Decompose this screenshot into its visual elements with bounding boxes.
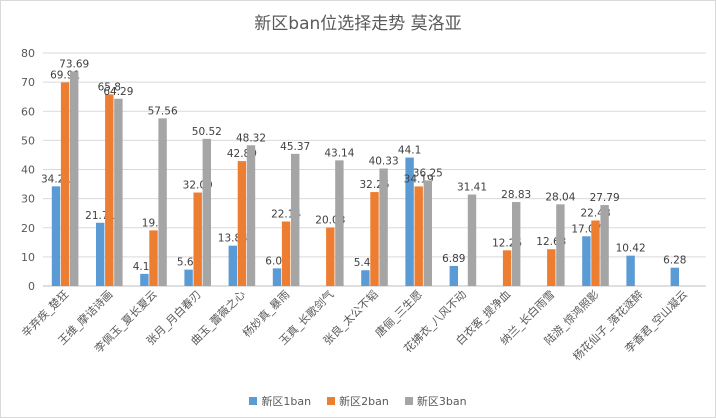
chart-title: 新区ban位选择走势 莫洛亚 [254,14,462,34]
data-label: 36.25 [413,167,443,179]
legend-swatch [404,397,413,405]
bar [600,205,609,286]
bar [414,186,423,286]
legend-label: 新区3ban [416,395,467,408]
legend-swatch [327,397,336,405]
y-tick-label: 50 [21,134,35,147]
y-tick-label: 70 [21,76,35,89]
bar [626,255,635,286]
bar [158,118,167,286]
bar [512,202,521,286]
bar [272,268,282,286]
bar [184,269,193,286]
bar [670,267,679,286]
bar [467,194,477,286]
bar [105,94,114,286]
legend-label: 新区2ban [339,395,389,408]
legend: 新区1ban 新区2ban 新区3ban [1,393,715,409]
bar [202,138,211,286]
bar [51,186,61,286]
data-label: 27.79 [590,192,620,204]
bar [281,221,291,286]
data-label: 43.14 [324,147,354,159]
bar [60,82,70,287]
y-tick-label: 80 [21,47,35,60]
bar [193,192,202,286]
data-label: 73.69 [59,58,89,70]
data-label: 48.32 [236,132,266,144]
data-label: 6.89 [442,253,465,265]
bar [502,250,512,286]
bar [291,153,300,286]
data-label: 57.56 [148,105,178,117]
bar [591,220,600,286]
bar [582,236,591,286]
data-label: 6.28 [663,255,686,267]
data-label: 65.8 [98,81,121,93]
y-tick-label: 30 [21,193,35,206]
bar [405,157,414,286]
bar [246,145,256,286]
y-tick-label: 60 [21,105,35,118]
bar [326,227,335,286]
bar [228,245,237,286]
data-label: 44.1 [398,145,421,157]
data-label: 28.83 [501,189,531,201]
legend-label: 新区1ban [261,395,312,408]
bar [96,222,105,286]
data-label: 45.37 [280,141,310,153]
legend-item: 新区1ban [249,393,311,409]
data-label: 40.33 [369,156,399,168]
bar [140,273,149,286]
bar [114,98,123,286]
y-tick-label: 0 [28,280,35,293]
bar [149,230,158,286]
data-label: 50.52 [192,126,222,138]
bar [70,71,79,287]
bar [335,160,344,286]
bar [379,168,388,286]
bar [361,270,370,286]
data-label: 28.04 [545,191,575,203]
data-label: 64.29 [103,86,133,98]
legend-item: 新区2ban [327,393,389,409]
y-tick-label: 40 [21,164,35,177]
bar [547,249,556,286]
bar [370,192,379,286]
data-label: 10.42 [616,243,646,255]
legend-item: 新区3ban [404,393,467,409]
y-tick-label: 10 [21,251,35,264]
data-label: 31.41 [457,182,487,194]
bar [237,161,247,286]
bar [556,204,565,286]
bar [423,180,432,286]
bar [449,265,458,286]
y-tick-label: 20 [21,222,35,235]
legend-swatch [249,397,258,405]
